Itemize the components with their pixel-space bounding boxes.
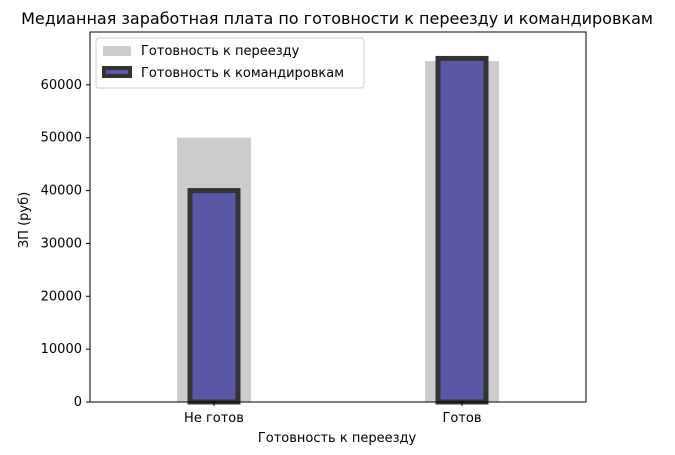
- plot-area: 0 10000 20000 30000 40000 50000 60000 Не готов Г…: [41, 31, 587, 426]
- y-tick-label-0: 0: [74, 395, 82, 410]
- axes-frame: [89, 31, 587, 403]
- x-axis-title: Готовность к переезду: [258, 431, 417, 446]
- y-tick-label-1: 10000: [41, 342, 82, 357]
- y-tick-label-5: 50000: [41, 131, 82, 146]
- x-tick-label-0: Не готов: [184, 411, 244, 426]
- legend: Готовность к переезду Готовность к команд…: [95, 37, 365, 89]
- legend-swatch-relocation: [103, 46, 131, 56]
- y-tick-label-2: 20000: [41, 289, 82, 304]
- y-tick-label-6: 60000: [41, 78, 82, 93]
- legend-label-relocation: Готовность к переезду: [141, 44, 300, 59]
- chart-title: Медианная заработная плата по готовности…: [21, 9, 653, 28]
- y-tick-label-4: 40000: [41, 184, 82, 199]
- bar-business-trips-0: [187, 188, 241, 405]
- legend-label-business-trips: Готовность к командировкам: [141, 66, 344, 81]
- y-tick-label-3: 30000: [41, 236, 82, 251]
- legend-swatch-business-trips: [102, 66, 132, 78]
- x-tick-label-1: Готов: [442, 411, 481, 426]
- legend-box: [95, 37, 365, 89]
- y-axis-title: ЗП (руб): [17, 192, 32, 248]
- bar-business-trips-1: [435, 55, 489, 405]
